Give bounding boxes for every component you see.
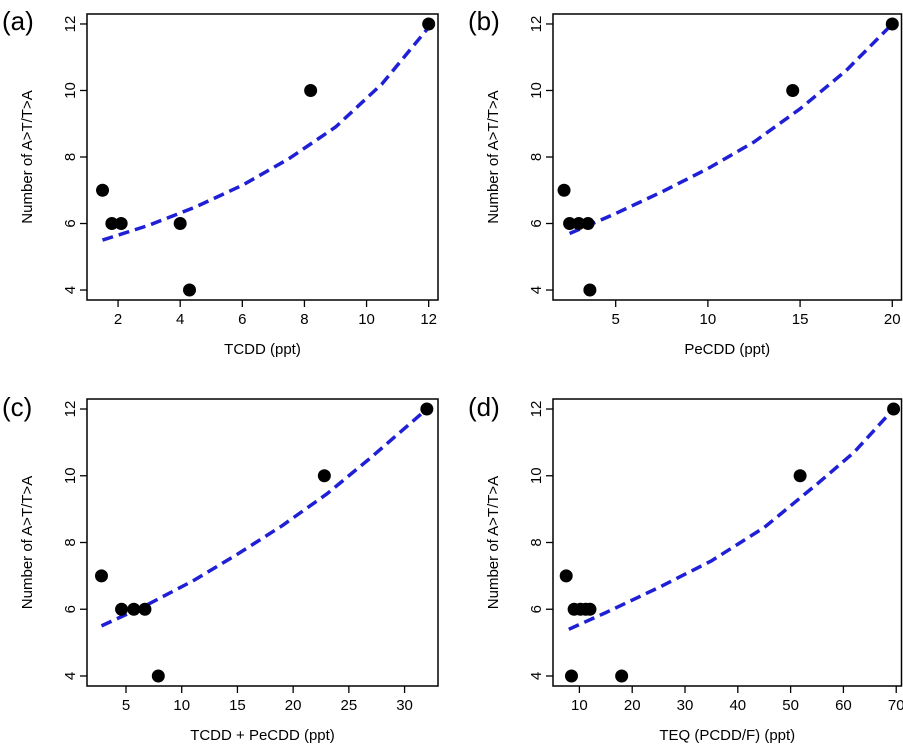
fit-line	[100, 407, 429, 628]
x-tick-label: 20	[285, 697, 302, 714]
data-point	[786, 83, 800, 97]
fit-line	[568, 407, 895, 631]
x-tick-label: 20	[624, 697, 641, 714]
x-tick-label: 15	[792, 311, 809, 328]
plot-frame	[86, 398, 439, 687]
data-point	[138, 602, 152, 616]
x-tick-label: 10	[700, 311, 717, 328]
x-tick-label: 12	[420, 311, 437, 328]
panel-label: (b)	[468, 6, 500, 36]
y-tick-label: 4	[528, 672, 545, 680]
y-tick-label: 10	[62, 82, 79, 99]
data-point	[96, 183, 110, 197]
y-tick-label: 12	[62, 16, 79, 33]
data-point	[572, 217, 586, 231]
y-axis-label: Number of A>T/T>A	[19, 90, 36, 223]
data-point	[564, 669, 578, 683]
panel-label: (c)	[2, 392, 32, 422]
y-tick-label: 6	[62, 605, 79, 613]
data-point	[887, 402, 901, 416]
data-point	[94, 569, 108, 583]
x-tick-label: 40	[729, 697, 746, 714]
x-tick-label: 70	[888, 697, 903, 714]
y-tick-label: 12	[528, 16, 545, 33]
data-point	[563, 217, 577, 231]
data-point	[114, 217, 128, 231]
data-point	[304, 83, 318, 97]
y-axis-label: Number of A>T/T>A	[19, 476, 36, 609]
x-tick-label: 5	[612, 311, 620, 328]
y-axis-label: Number of A>T/T>A	[485, 90, 502, 223]
panel-label: (d)	[468, 392, 500, 422]
data-point	[422, 17, 436, 31]
data-point	[793, 469, 807, 483]
panel-d: 10 20 30 40 50 60 70 4 6 8 10 12 TEQ (PCDD/F) (ppt) N…	[468, 392, 903, 744]
x-tick-label: 60	[835, 697, 852, 714]
x-tick-label: 25	[341, 697, 358, 714]
data-point	[127, 602, 141, 616]
x-axis-label: TCDD + PeCDD (ppt)	[190, 727, 335, 744]
data-point	[151, 669, 165, 683]
x-tick-label: 20	[884, 311, 901, 328]
x-tick-label: 5	[122, 697, 130, 714]
data-point	[105, 217, 119, 231]
y-tick-label: 4	[62, 672, 79, 680]
x-tick-label: 4	[176, 311, 184, 328]
x-tick-label: 10	[173, 697, 190, 714]
x-tick-label: 30	[677, 697, 694, 714]
panel-c: 5 10 15 20 25 30 4 6 8 10 12 TCDD + PeCDD (ppt) Numb…	[2, 392, 439, 744]
data-point	[559, 569, 573, 583]
plot-frame	[86, 13, 439, 301]
data-point	[420, 402, 434, 416]
data-point	[885, 17, 899, 31]
x-tick-label: 50	[782, 697, 799, 714]
x-axis-label: PeCDD (ppt)	[684, 341, 770, 358]
y-tick-label: 4	[62, 286, 79, 294]
x-tick-label: 30	[396, 697, 413, 714]
plot-frame	[552, 398, 903, 687]
x-axis-label: TCDD (ppt)	[224, 341, 301, 358]
y-axis-label: Number of A>T/T>A	[485, 476, 502, 609]
data-point	[581, 217, 595, 231]
y-tick-label: 6	[528, 605, 545, 613]
fit-line	[568, 22, 894, 236]
data-point	[115, 602, 129, 616]
data-point	[583, 283, 597, 297]
panel-a: 2 4 6 8 10 12 4 6 8 10 12 TCDD (ppt) Number of A>T/T…	[2, 6, 439, 358]
y-tick-label: 8	[62, 538, 79, 546]
fit-line	[101, 26, 431, 242]
data-point	[557, 183, 571, 197]
x-tick-label: 10	[571, 697, 588, 714]
data-point	[183, 283, 197, 297]
y-tick-label: 10	[528, 467, 545, 484]
y-tick-label: 8	[62, 153, 79, 161]
y-tick-label: 8	[528, 538, 545, 546]
x-tick-label: 10	[358, 311, 375, 328]
x-tick-label: 15	[229, 697, 246, 714]
y-tick-label: 6	[528, 219, 545, 227]
data-point	[317, 469, 331, 483]
y-tick-label: 4	[528, 286, 545, 294]
panel-label: (a)	[2, 6, 34, 36]
y-tick-label: 10	[62, 467, 79, 484]
x-tick-label: 8	[300, 311, 308, 328]
data-point	[583, 602, 597, 616]
x-tick-label: 6	[238, 311, 246, 328]
data-point	[173, 217, 187, 231]
y-tick-label: 12	[62, 401, 79, 418]
x-tick-label: 2	[114, 311, 122, 328]
y-tick-label: 6	[62, 219, 79, 227]
panel-b: 5 10 15 20 4 6 8 10 12 PeCDD (ppt) Number of A>T/T…	[468, 6, 903, 358]
y-tick-label: 12	[528, 401, 545, 418]
x-axis-label: TEQ (PCDD/F) (ppt)	[659, 727, 795, 744]
data-point	[615, 669, 629, 683]
y-tick-label: 10	[528, 82, 545, 99]
y-tick-label: 8	[528, 153, 545, 161]
